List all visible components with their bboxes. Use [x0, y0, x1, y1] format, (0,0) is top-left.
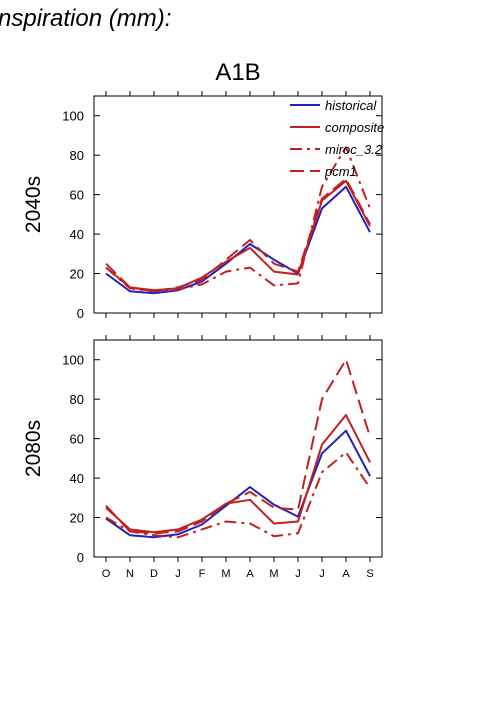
y-tick-label: 20	[70, 267, 84, 282]
y-tick-label: 100	[62, 353, 84, 368]
series-line-historical	[105, 185, 371, 295]
x-tick-label: M	[269, 568, 278, 580]
x-tick-label: D	[150, 568, 158, 580]
y-tick-label: 60	[70, 432, 84, 447]
x-tick-label: J	[175, 568, 181, 580]
series-line-miroc-3-2	[105, 451, 371, 539]
plot-frame	[93, 95, 383, 314]
y-tick-label: 60	[70, 188, 84, 203]
figure-title: nspiration (mm):	[0, 5, 171, 32]
x-tick-label: J	[319, 568, 325, 580]
series-line-pcm1	[105, 358, 371, 535]
y-tick-label: 40	[70, 471, 84, 486]
legend-label: pcm1	[324, 164, 357, 179]
panel-label: 2080s	[22, 420, 45, 477]
series-line-miroc-3-2	[105, 146, 371, 293]
legend-label: composite	[325, 120, 384, 135]
panel-label: 2040s	[22, 176, 45, 233]
x-tick-label: A	[246, 568, 254, 580]
panel-2080s: 0 20 40 60 80 100 O N D J F M A M J J A S 2080s	[22, 335, 383, 580]
panel-2040s: 0 20 40 60 80 100 2040s historical composite miro…	[22, 91, 384, 321]
legend-label: historical	[325, 98, 377, 113]
y-tick-label: 0	[77, 550, 84, 565]
y-tick-label: 20	[70, 511, 84, 526]
series-line-pcm1	[105, 177, 371, 293]
x-tick-label: N	[126, 568, 134, 580]
y-tick-label: 100	[62, 109, 84, 124]
scenario-title: A1B	[215, 59, 260, 86]
x-tick-label: S	[366, 568, 373, 580]
x-tick-label: J	[295, 568, 301, 580]
y-tick-label: 40	[70, 227, 84, 242]
x-tick-label: A	[342, 568, 350, 580]
legend-label: miroc_3.2	[325, 142, 383, 157]
series-line-historical	[105, 429, 371, 539]
x-tick-label: O	[102, 568, 111, 580]
series-line-composite	[105, 414, 371, 534]
y-tick-label: 80	[70, 392, 84, 407]
x-tick-label: F	[199, 568, 206, 580]
plot-frame	[93, 339, 383, 558]
legend: historical composite miroc_3.2 pcm1	[290, 98, 384, 179]
y-tick-label: 0	[77, 306, 84, 321]
series-line-composite	[105, 179, 371, 292]
y-tick-label: 80	[70, 148, 84, 163]
x-tick-label: M	[221, 568, 230, 580]
